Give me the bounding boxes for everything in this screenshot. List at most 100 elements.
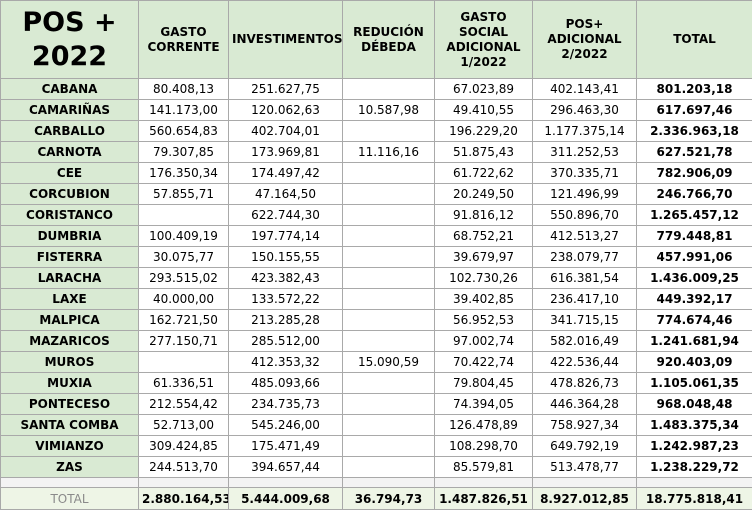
cell: 649.792,19 xyxy=(533,436,637,457)
row-label: PONTECESO xyxy=(1,394,139,415)
cell: 446.364,28 xyxy=(533,394,637,415)
spacer-row xyxy=(1,478,752,488)
cell: 67.023,89 xyxy=(435,79,533,100)
cell: 108.298,70 xyxy=(435,436,533,457)
cell: 20.249,50 xyxy=(435,184,533,205)
cell xyxy=(343,163,435,184)
spacer-cell xyxy=(1,478,139,488)
cell: 18.775.818,41 xyxy=(637,488,752,510)
cell: 1.105.061,35 xyxy=(637,373,752,394)
row-label: DUMBRIA xyxy=(1,226,139,247)
cell xyxy=(343,331,435,352)
cell: 545.246,00 xyxy=(229,415,343,436)
cell: 394.657,44 xyxy=(229,457,343,478)
cell: 412.353,32 xyxy=(229,352,343,373)
cell xyxy=(343,268,435,289)
cell xyxy=(343,205,435,226)
cell: 296.463,30 xyxy=(533,100,637,121)
cell: 173.969,81 xyxy=(229,142,343,163)
cell: 11.116,16 xyxy=(343,142,435,163)
cell xyxy=(343,373,435,394)
cell: 449.392,17 xyxy=(637,289,752,310)
cell: 10.587,98 xyxy=(343,100,435,121)
cell: 126.478,89 xyxy=(435,415,533,436)
row-label: CARBALLO xyxy=(1,121,139,142)
cell: 51.875,43 xyxy=(435,142,533,163)
cell: 57.855,71 xyxy=(139,184,229,205)
cell: 85.579,81 xyxy=(435,457,533,478)
row-label: CORCUBION xyxy=(1,184,139,205)
cell: 120.062,63 xyxy=(229,100,343,121)
cell: 782.906,09 xyxy=(637,163,752,184)
cell: 2.336.963,18 xyxy=(637,121,752,142)
cell: 80.408,13 xyxy=(139,79,229,100)
cell: 150.155,55 xyxy=(229,247,343,268)
cell: 68.752,21 xyxy=(435,226,533,247)
cell: 175.471,49 xyxy=(229,436,343,457)
cell: 1.241.681,94 xyxy=(637,331,752,352)
cell: 61.722,62 xyxy=(435,163,533,184)
cell: 627.521,78 xyxy=(637,142,752,163)
column-header: GASTO SOCIAL ADICIONAL 1/2022 xyxy=(435,1,533,79)
cell xyxy=(139,352,229,373)
column-header: REDUCIÓN DÉBEDA xyxy=(343,1,435,79)
cell: 774.674,46 xyxy=(637,310,752,331)
cell: 102.730,26 xyxy=(435,268,533,289)
cell: 277.150,71 xyxy=(139,331,229,352)
cell: 801.203,18 xyxy=(637,79,752,100)
cell: 402.143,41 xyxy=(533,79,637,100)
spacer-cell xyxy=(435,478,533,488)
column-header: INVESTIMENTOS xyxy=(229,1,343,79)
cell: 2.880.164,53 xyxy=(139,488,229,510)
cell: 412.513,27 xyxy=(533,226,637,247)
cell: 560.654,83 xyxy=(139,121,229,142)
cell: 39.402,85 xyxy=(435,289,533,310)
cell: 1.436.009,25 xyxy=(637,268,752,289)
cell: 121.496,99 xyxy=(533,184,637,205)
cell: 174.497,42 xyxy=(229,163,343,184)
cell: 758.927,34 xyxy=(533,415,637,436)
row-label: FISTERRA xyxy=(1,247,139,268)
row-label: SANTA COMBA xyxy=(1,415,139,436)
cell: 212.554,42 xyxy=(139,394,229,415)
cell: 293.515,02 xyxy=(139,268,229,289)
cell: 244.513,70 xyxy=(139,457,229,478)
row-label: CARNOTA xyxy=(1,142,139,163)
cell: 1.487.826,51 xyxy=(435,488,533,510)
cell: 74.394,05 xyxy=(435,394,533,415)
cell: 141.173,00 xyxy=(139,100,229,121)
row-label: LARACHA xyxy=(1,268,139,289)
spacer-cell xyxy=(343,478,435,488)
column-header: POS+ ADICIONAL 2/2022 xyxy=(533,1,637,79)
cell xyxy=(343,226,435,247)
cell: 8.927.012,85 xyxy=(533,488,637,510)
cell xyxy=(343,121,435,142)
column-header: GASTO CORRENTE xyxy=(139,1,229,79)
cell xyxy=(139,205,229,226)
cell: 1.242.987,23 xyxy=(637,436,752,457)
cell: 1.238.229,72 xyxy=(637,457,752,478)
cell: 79.804,45 xyxy=(435,373,533,394)
cell: 133.572,22 xyxy=(229,289,343,310)
cell: 1.177.375,14 xyxy=(533,121,637,142)
cell: 236.417,10 xyxy=(533,289,637,310)
cell: 402.704,01 xyxy=(229,121,343,142)
cell: 238.079,77 xyxy=(533,247,637,268)
cell: 285.512,00 xyxy=(229,331,343,352)
row-label: MUXIA xyxy=(1,373,139,394)
cell xyxy=(343,247,435,268)
cell: 234.735,73 xyxy=(229,394,343,415)
row-label: CABANA xyxy=(1,79,139,100)
